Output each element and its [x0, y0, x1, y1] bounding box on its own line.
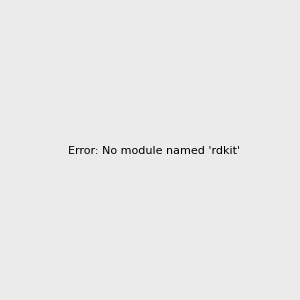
- Text: Error: No module named 'rdkit': Error: No module named 'rdkit': [68, 146, 240, 157]
